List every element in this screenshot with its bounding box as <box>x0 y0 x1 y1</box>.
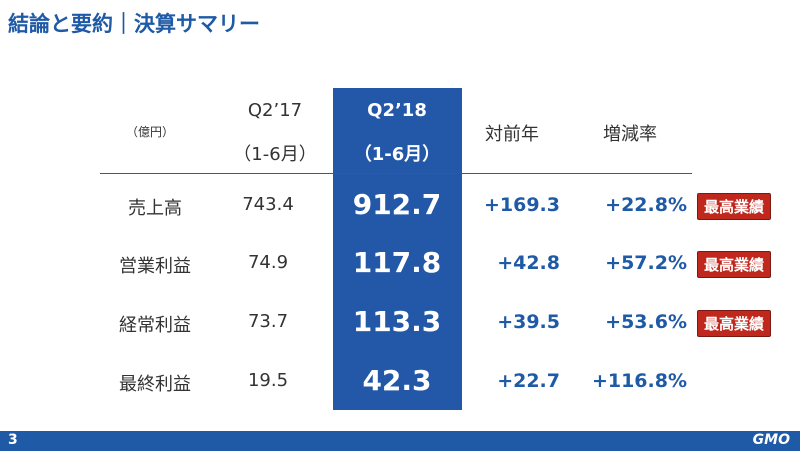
cell: 743.4 <box>242 194 294 215</box>
column-header: 対前年 <box>485 124 539 145</box>
cell-change: +39.5 <box>497 311 560 333</box>
cell: 74.9 <box>247 252 289 273</box>
cell-highlight: 117.8 <box>352 246 442 279</box>
row-label: 最終利益 <box>119 374 191 395</box>
record-badge: 最高業績 <box>697 251 772 278</box>
cell-change: +169.3 <box>483 194 560 216</box>
column-header: 増減率 <box>603 124 657 145</box>
highlight-column <box>333 88 462 410</box>
record-badge: 最高業績 <box>697 193 772 220</box>
cell-change: +42.8 <box>497 252 560 274</box>
cell-change: +22.7 <box>497 370 560 392</box>
row-label: 営業利益 <box>119 256 191 277</box>
cell-highlight: 113.3 <box>352 305 442 338</box>
cell: 19.5 <box>247 370 289 391</box>
cell-rate: +116.8% <box>591 370 687 392</box>
cell-highlight: 42.3 <box>362 364 432 397</box>
footer-bar <box>0 431 800 451</box>
column-header: Q2’17 <box>247 100 303 121</box>
cell-highlight: 912.7 <box>352 188 442 221</box>
slide-title: 結論と要約｜決算サマリー <box>8 12 260 36</box>
row-label: 経常利益 <box>119 315 191 336</box>
cell-rate: +53.6% <box>605 311 687 333</box>
page-number: 3 <box>8 432 18 448</box>
unit-label: （億円） <box>125 125 175 139</box>
header-rule <box>100 173 692 174</box>
column-header-sub: （1-6月） <box>353 144 441 165</box>
cell-rate: +57.2% <box>605 252 687 274</box>
cell: 73.7 <box>247 311 289 332</box>
column-header: Q2’18 <box>367 100 427 121</box>
logo: GMO <box>752 432 790 448</box>
row-label: 売上高 <box>128 198 182 219</box>
record-badge: 最高業績 <box>697 310 772 337</box>
column-header-sub: （1-6月） <box>233 144 317 165</box>
cell-rate: +22.8% <box>605 194 687 216</box>
